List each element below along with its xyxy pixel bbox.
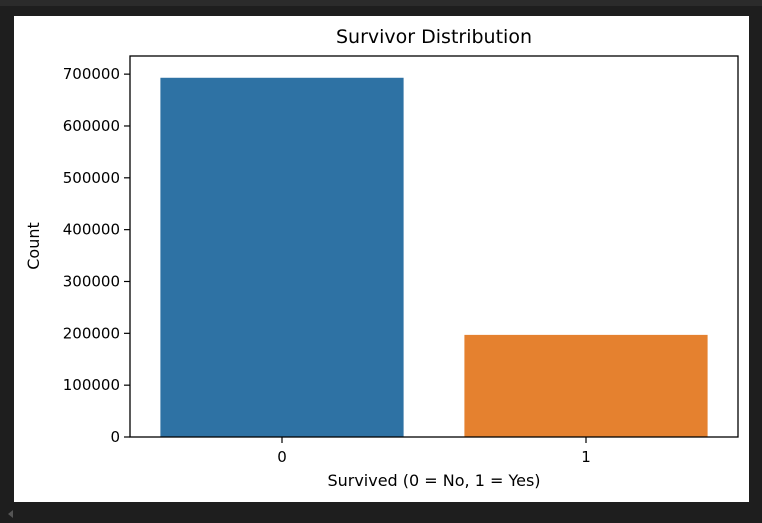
output-bottom-strip <box>0 502 762 523</box>
y-tick-label: 600000 <box>63 117 120 135</box>
y-axis-label: Count <box>24 222 43 270</box>
x-axis-label: Survived (0 = No, 1 = Yes) <box>327 471 540 490</box>
bar-0 <box>160 77 404 437</box>
y-ticks-group: 0 100000 200000 300000 400000 500000 600000 700… <box>63 65 130 446</box>
y-tick-label: 500000 <box>63 169 120 187</box>
y-tick-label: 300000 <box>63 272 120 290</box>
chart-title: Survivor Distribution <box>336 26 532 48</box>
y-tick-label: 400000 <box>63 221 120 239</box>
x-tick-label: 0 <box>277 448 287 466</box>
chart-figure: Survivor Distribution 0 100000 200000 30000… <box>14 16 749 502</box>
bar-chart: Survivor Distribution 0 100000 200000 30000… <box>24 26 739 490</box>
x-tick-label: 1 <box>581 448 591 466</box>
scroll-left-arrow-icon[interactable] <box>8 510 13 518</box>
y-tick-label: 100000 <box>63 376 120 394</box>
y-tick-label: 0 <box>110 428 120 446</box>
y-tick-label: 200000 <box>63 324 120 342</box>
y-tick-label: 700000 <box>63 65 120 83</box>
window-top-bar <box>0 0 762 6</box>
bars-group <box>160 77 708 437</box>
bar-1 <box>464 334 708 437</box>
axes-frame <box>129 55 739 438</box>
